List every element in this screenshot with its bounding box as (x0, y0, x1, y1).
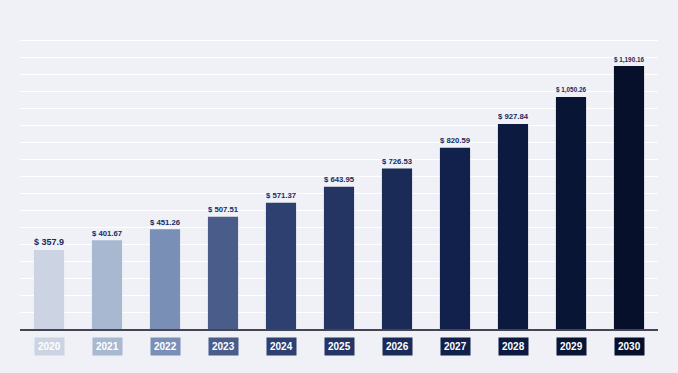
svg-text:2024: 2024 (270, 341, 293, 352)
svg-text:2025: 2025 (328, 341, 351, 352)
svg-text:2026: 2026 (386, 341, 409, 352)
svg-text:$ 726.53: $ 726.53 (382, 157, 413, 166)
svg-text:2029: 2029 (560, 341, 583, 352)
svg-text:$ 643.95: $ 643.95 (324, 175, 355, 184)
svg-text:$ 1,050.26: $ 1,050.26 (556, 86, 587, 94)
svg-text:2020: 2020 (38, 341, 61, 352)
svg-text:$ 1,190.16: $ 1,190.16 (614, 56, 645, 64)
svg-text:$ 927.84: $ 927.84 (498, 112, 529, 121)
svg-text:2022: 2022 (154, 341, 177, 352)
svg-text:2021: 2021 (96, 341, 119, 352)
svg-text:2023: 2023 (212, 341, 235, 352)
svg-text:$ 820.59: $ 820.59 (440, 136, 471, 145)
svg-text:$ 507.51: $ 507.51 (208, 205, 239, 214)
svg-text:2028: 2028 (502, 341, 525, 352)
svg-text:$ 571.37: $ 571.37 (266, 191, 296, 200)
svg-text:$ 401.67: $ 401.67 (92, 229, 122, 238)
svg-text:$ 357.9: $ 357.9 (34, 237, 64, 247)
svg-text:2027: 2027 (444, 341, 467, 352)
svg-text:2030: 2030 (618, 341, 641, 352)
svg-text:$ 451.26: $ 451.26 (150, 218, 181, 227)
